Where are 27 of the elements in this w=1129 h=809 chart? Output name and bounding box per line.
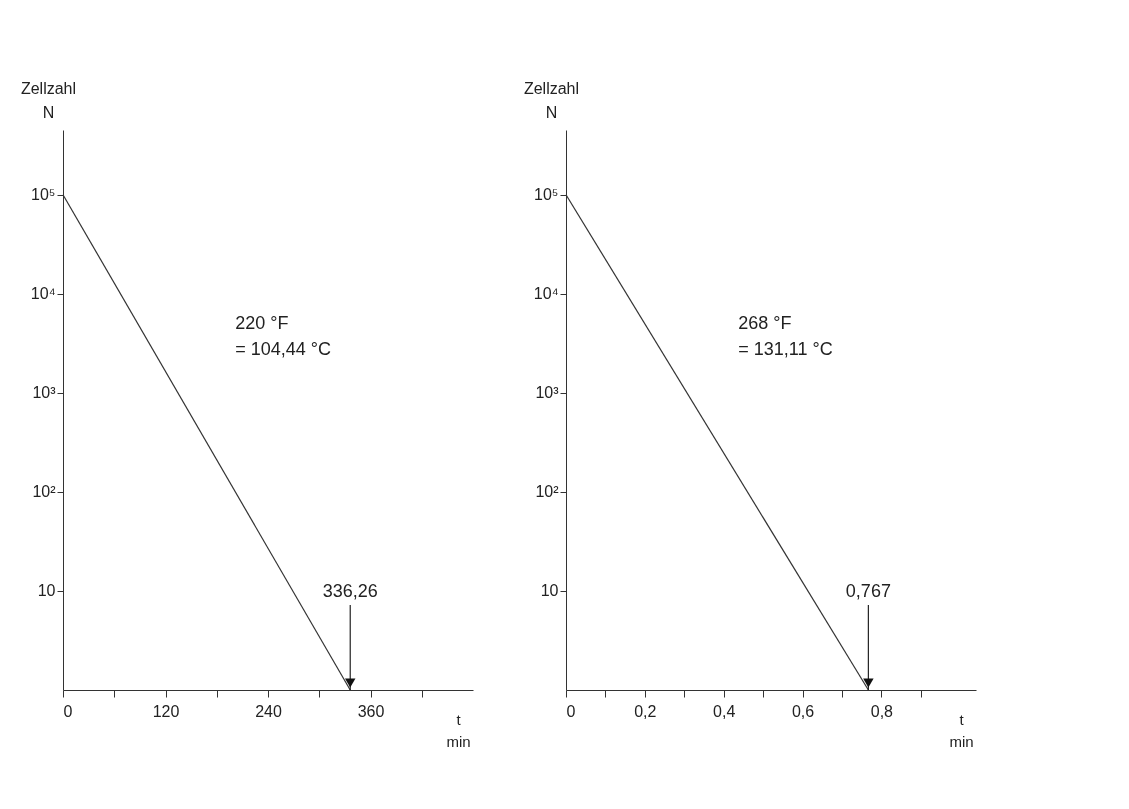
y-tick-label: 10⁴ [30,285,56,303]
x-tick-label: 0,2 [634,702,657,720]
x-tick-label: 240 [255,702,282,720]
x-tick-label: 120 [152,702,180,720]
y-tick-label: 10² [32,483,57,501]
y-tick-label: 10² [535,483,560,501]
x-tick-label: 0,4 [713,702,736,720]
x-tick-label: 0 [566,702,576,720]
x-tick-label: 360 [357,702,385,720]
x-tick-label: 0,6 [791,702,815,720]
annotation: 268 °F = 131,11 °C [738,312,833,359]
y-axis-title: Zellzahl N [20,79,77,121]
x-axis-title: t min [446,710,471,750]
y-axis-title: Zellzahl N [523,79,580,121]
annotation: 220 °F = 104,44 °C [235,312,331,359]
x-axis-title: t min [949,710,974,750]
y-tick-label: 10³ [535,384,560,402]
x-tick-label: 0 [63,702,73,720]
annotation: 336,26 [322,581,378,601]
y-tick-label: 10 [540,582,559,600]
y-tick-label: 10⁵ [31,186,56,204]
y-tick-label: 10³ [32,384,57,402]
y-tick-label: 10⁵ [534,186,559,204]
y-tick-label: 10 [37,582,56,600]
y-tick-label: 10⁴ [533,285,559,303]
x-tick-label: 0,8 [870,702,894,720]
annotation: 0,767 [845,581,891,601]
